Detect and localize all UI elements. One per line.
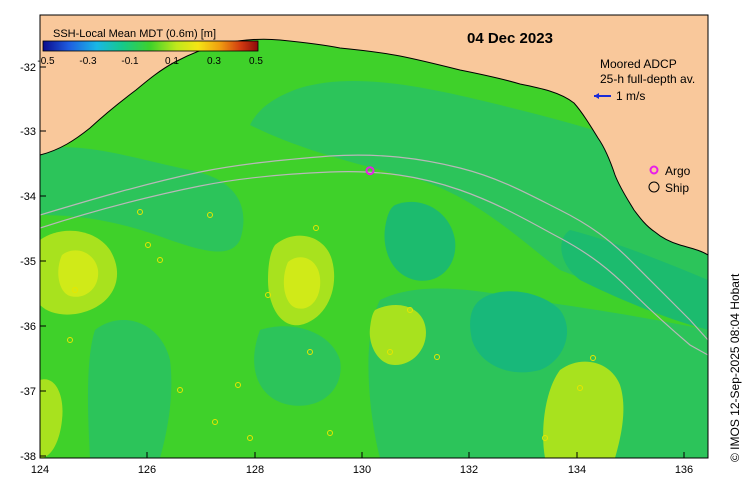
plot-frame	[39, 14, 709, 459]
x-tick-label: 132	[460, 464, 478, 476]
y-tick-labels: -32 -33 -34 -35 -36 -37 -38	[20, 62, 36, 463]
colorbar: SSH-Local Mean MDT (0.6m) [m] -0.5 -0.3 …	[37, 28, 263, 67]
y-tick-label: -38	[20, 451, 36, 463]
ssh-lower-region-eddy-east	[470, 291, 568, 373]
ssh-low-region-central	[254, 326, 341, 406]
x-axis	[39, 452, 685, 458]
ssh-high-region-west-core	[58, 250, 99, 297]
x-tick-label: 128	[246, 464, 264, 476]
y-tick-label: -37	[20, 386, 36, 398]
y-tick-label: -36	[20, 321, 36, 333]
colorbar-tick-label: 0.3	[207, 56, 221, 67]
ssh-high-region-central-core	[283, 257, 321, 309]
argo-float-marker	[365, 166, 375, 176]
ssh-high-region-southeast	[543, 361, 624, 458]
adcp-subtitle: 25-h full-depth av.	[600, 72, 695, 86]
y-tick-label: -34	[20, 191, 36, 203]
y-tick-label: -32	[20, 62, 36, 74]
ssh-low-region-southwest	[87, 320, 172, 458]
ssh-lower-region-east-slope	[561, 230, 708, 330]
ship-legend-label: Ship	[665, 181, 689, 195]
ship-legend-icon	[648, 181, 660, 193]
vector-arrowhead-icon	[594, 93, 599, 99]
argo-legend-icon	[649, 165, 659, 175]
colorbar-tick-label: -0.3	[79, 56, 97, 67]
y-tick-label: -35	[20, 256, 36, 268]
continental-slope-contour	[40, 171, 708, 356]
vector-scale-label: 1 m/s	[616, 89, 645, 103]
y-tick-label: -33	[20, 126, 36, 138]
colorbar-gradient	[42, 40, 259, 52]
ssh-lower-region-eddy-north	[384, 201, 456, 281]
ssh-high-region-mid	[369, 305, 426, 365]
ssh-high-region-southwest-edge	[40, 379, 63, 458]
imos-credit: © IMOS 12-Sep-2025 08:04 Hobart	[728, 273, 742, 462]
adcp-title: Moored ADCP	[600, 57, 677, 71]
platform-legend: Argo Ship	[648, 164, 691, 195]
colorbar-tick-label: 0.5	[249, 56, 263, 67]
adcp-legend: Moored ADCP 25-h full-depth av. 1 m/s	[594, 57, 695, 103]
x-tick-label: 124	[31, 464, 49, 476]
colorbar-tick-label: -0.1	[121, 56, 139, 67]
x-tick-label: 134	[568, 464, 586, 476]
colorbar-tick-label: 0.1	[165, 56, 179, 67]
continental-shelf-contour	[40, 154, 708, 341]
australia-land	[40, 15, 708, 256]
x-tick-label: 130	[353, 464, 371, 476]
y-axis	[40, 66, 46, 457]
ship-track-markers	[67, 209, 596, 441]
argo-legend-label: Argo	[665, 164, 691, 178]
map-date: 04 Dec 2023	[467, 30, 553, 47]
x-tick-label: 126	[138, 464, 156, 476]
plot-area	[40, 15, 708, 458]
x-tick-labels: 124 126 128 130 132 134 136	[31, 464, 693, 476]
colorbar-title: SSH-Local Mean MDT (0.6m) [m]	[53, 28, 216, 40]
colorbar-tick-label: -0.5	[37, 56, 55, 67]
x-tick-label: 136	[675, 464, 693, 476]
